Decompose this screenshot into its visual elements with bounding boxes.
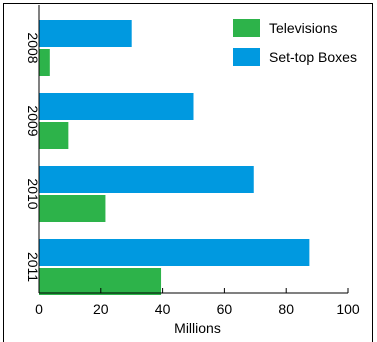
category-label-2008: 2008 [25,32,41,63]
category-label-2011: 2011 [25,252,41,282]
bar-set-top-boxes-2011 [39,239,310,266]
bar-set-top-boxes-2008 [39,20,132,47]
x-tick-label-20: 20 [93,301,109,317]
x-tick-label-80: 80 [278,301,294,317]
bar-set-top-boxes-2009 [39,93,194,120]
x-ticks-group: 0 20 40 60 80 100 [35,288,360,317]
bar-televisions-2010 [39,195,106,222]
bar-televisions-2011 [39,268,162,295]
axes-group [38,5,348,294]
x-tick-label-40: 40 [155,301,171,317]
x-tick-label-100: 100 [336,301,360,317]
legend: Televisions Set-top Boxes [233,19,357,66]
chart-frame [3,3,373,342]
bars-group [39,20,310,295]
category-label-2010: 2010 [25,178,41,209]
legend-swatch-set-top-boxes [233,48,260,66]
legend-swatch-televisions [233,19,260,37]
bar-televisions-2009 [39,122,69,149]
bar-set-top-boxes-2010 [39,166,254,193]
legend-label-televisions: Televisions [269,20,337,36]
x-tick-label-60: 60 [217,301,233,317]
bar-televisions-2008 [39,49,50,76]
legend-label-set-top-boxes: Set-top Boxes [269,49,357,65]
x-axis-title: Millions [174,320,221,336]
category-label-2009: 2009 [25,105,41,136]
x-tick-label-0: 0 [35,301,43,317]
category-labels-group: 2008 2009 2010 2011 [25,32,41,282]
